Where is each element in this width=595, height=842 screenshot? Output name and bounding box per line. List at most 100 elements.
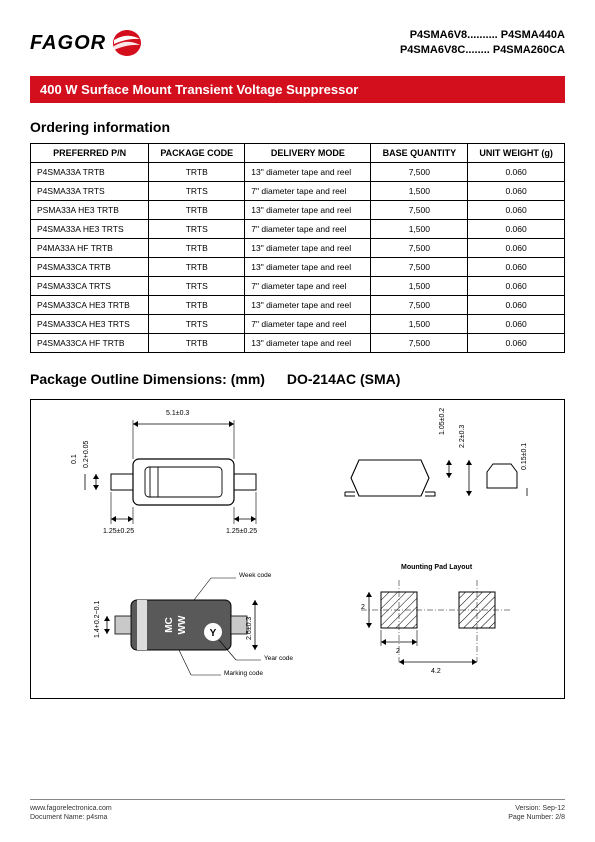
table-row: P4SMA33A TRTBTRTB13" diameter tape and r… bbox=[31, 163, 565, 182]
table-cell: TRTB bbox=[149, 239, 245, 258]
logo: FAGOR bbox=[30, 28, 142, 58]
pad-dim-2h: 2 bbox=[396, 648, 400, 655]
page-header: FAGOR P4SMA6V8.......... P4SMA440A P4SMA… bbox=[30, 28, 565, 58]
table-row: P4SMA33CA TRTSTRTS7" diameter tape and r… bbox=[31, 277, 565, 296]
anno-marking-code: Marking code bbox=[224, 670, 263, 677]
svg-text:Y: Y bbox=[210, 628, 217, 639]
title-bar: 400 W Surface Mount Transient Voltage Su… bbox=[30, 76, 565, 103]
table-cell: TRTS bbox=[149, 315, 245, 334]
table-cell: P4SMA33CA TRTS bbox=[31, 277, 149, 296]
dim-0-1: 0.1 bbox=[71, 454, 78, 464]
pkg-heading-main: Package Outline Dimensions: (mm) bbox=[30, 371, 265, 387]
dim-2-6: 2.6±0.3 bbox=[246, 617, 253, 640]
col-pn: PREFERRED P/N bbox=[31, 144, 149, 163]
table-cell: 13" diameter tape and reel bbox=[245, 201, 371, 220]
table-cell: P4SMA33CA HE3 TRTB bbox=[31, 296, 149, 315]
table-cell: P4SMA33A TRTS bbox=[31, 182, 149, 201]
table-cell: 7" diameter tape and reel bbox=[245, 220, 371, 239]
table-cell: 0.060 bbox=[468, 163, 565, 182]
svg-text:MC: MC bbox=[164, 617, 175, 633]
part-line-2: P4SMA6V8C........ P4SMA260CA bbox=[400, 43, 565, 58]
mounting-pad-drawing bbox=[341, 572, 541, 699]
table-row: P4MA33A HF TRTBTRTB13" diameter tape and… bbox=[31, 239, 565, 258]
footer-url: www.fagorelectronica.com bbox=[30, 804, 112, 813]
table-cell: PSMA33A HE3 TRTB bbox=[31, 201, 149, 220]
table-cell: TRTB bbox=[149, 296, 245, 315]
table-cell: 7" diameter tape and reel bbox=[245, 277, 371, 296]
table-cell: 7,500 bbox=[371, 296, 468, 315]
table-cell: 13" diameter tape and reel bbox=[245, 296, 371, 315]
table-cell: 0.060 bbox=[468, 296, 565, 315]
table-cell: P4SMA33CA HF TRTB bbox=[31, 334, 149, 353]
dim-1-25-right: 1.25±0.25 bbox=[226, 528, 257, 535]
dim-0-15: 0.15±0.1 bbox=[521, 443, 528, 470]
table-cell: TRTB bbox=[149, 201, 245, 220]
table-row: P4SMA33CA TRTBTRTB13" diameter tape and … bbox=[31, 258, 565, 277]
pkg-heading-sub: DO-214AC (SMA) bbox=[287, 371, 401, 387]
table-row: P4SMA33A HE3 TRTSTRTS7" diameter tape an… bbox=[31, 220, 565, 239]
table-cell: P4SMA33A HE3 TRTS bbox=[31, 220, 149, 239]
part-line-1: P4SMA6V8.......... P4SMA440A bbox=[400, 28, 565, 43]
table-cell: 7" diameter tape and reel bbox=[245, 182, 371, 201]
table-cell: 0.060 bbox=[468, 201, 565, 220]
page-footer: www.fagorelectronica.com Document Name: … bbox=[30, 799, 565, 822]
table-cell: TRTS bbox=[149, 182, 245, 201]
table-cell: 0.060 bbox=[468, 315, 565, 334]
footer-doc: Document Name: p4sma bbox=[30, 813, 112, 822]
table-cell: P4SMA33CA HE3 TRTS bbox=[31, 315, 149, 334]
package-outline-heading: Package Outline Dimensions: (mm) DO-214A… bbox=[30, 371, 565, 387]
side-view-drawing bbox=[321, 410, 531, 550]
table-row: P4SMA33CA HE3 TRTBTRTB13" diameter tape … bbox=[31, 296, 565, 315]
table-cell: 13" diameter tape and reel bbox=[245, 258, 371, 277]
table-cell: 7" diameter tape and reel bbox=[245, 315, 371, 334]
table-cell: 13" diameter tape and reel bbox=[245, 239, 371, 258]
table-cell: P4SMA33A TRTB bbox=[31, 163, 149, 182]
table-cell: 1,500 bbox=[371, 182, 468, 201]
table-header-row: PREFERRED P/N PACKAGE CODE DELIVERY MODE… bbox=[31, 144, 565, 163]
table-row: PSMA33A HE3 TRTBTRTB13" diameter tape an… bbox=[31, 201, 565, 220]
table-row: P4SMA33CA HE3 TRTSTRTS7" diameter tape a… bbox=[31, 315, 565, 334]
table-cell: TRTB bbox=[149, 258, 245, 277]
table-cell: 0.060 bbox=[468, 334, 565, 353]
footer-version: Version: Sep-12 bbox=[508, 804, 565, 813]
table-row: P4SMA33CA HF TRTBTRTB13" diameter tape a… bbox=[31, 334, 565, 353]
table-cell: 0.060 bbox=[468, 277, 565, 296]
dim-2-2: 2.2±0.3 bbox=[459, 425, 466, 448]
dim-1-4: 1.4+0.2−0.1 bbox=[94, 601, 101, 638]
dim-5-1: 5.1±0.3 bbox=[166, 410, 189, 417]
table-cell: 13" diameter tape and reel bbox=[245, 334, 371, 353]
table-cell: 1,500 bbox=[371, 277, 468, 296]
anno-week-code: Week code bbox=[239, 572, 271, 579]
anno-year-code: Year code bbox=[264, 655, 293, 662]
col-delivery: DELIVERY MODE bbox=[245, 144, 371, 163]
svg-text:WW: WW bbox=[177, 615, 188, 634]
table-cell: 13" diameter tape and reel bbox=[245, 163, 371, 182]
table-cell: 7,500 bbox=[371, 163, 468, 182]
logo-text: FAGOR bbox=[30, 32, 106, 55]
top-view-drawing bbox=[41, 404, 301, 554]
logo-swoosh-icon bbox=[112, 28, 142, 58]
table-cell: TRTB bbox=[149, 334, 245, 353]
table-cell: 7,500 bbox=[371, 334, 468, 353]
ordering-heading: Ordering information bbox=[30, 119, 565, 135]
ordering-table: PREFERRED P/N PACKAGE CODE DELIVERY MODE… bbox=[30, 143, 565, 353]
table-cell: 1,500 bbox=[371, 315, 468, 334]
table-cell: P4MA33A HF TRTB bbox=[31, 239, 149, 258]
anno-mounting-pad: Mounting Pad Layout bbox=[401, 564, 472, 571]
table-cell: P4SMA33CA TRTB bbox=[31, 258, 149, 277]
dim-0-2: 0.2+0.05 bbox=[83, 441, 90, 468]
pad-dim-2v: 2 bbox=[361, 604, 365, 611]
col-weight: UNIT WEIGHT (g) bbox=[468, 144, 565, 163]
footer-page: Page Number: 2/8 bbox=[508, 813, 565, 822]
dim-1-05: 1.05±0.2 bbox=[439, 408, 446, 435]
table-cell: 7,500 bbox=[371, 258, 468, 277]
pad-dim-4-2: 4.2 bbox=[431, 668, 441, 675]
table-cell: 0.060 bbox=[468, 239, 565, 258]
table-row: P4SMA33A TRTSTRTS7" diameter tape and re… bbox=[31, 182, 565, 201]
dim-1-25-left: 1.25±0.25 bbox=[103, 528, 134, 535]
table-cell: TRTS bbox=[149, 220, 245, 239]
table-cell: TRTB bbox=[149, 163, 245, 182]
table-cell: 7,500 bbox=[371, 201, 468, 220]
table-cell: 1,500 bbox=[371, 220, 468, 239]
table-cell: TRTS bbox=[149, 277, 245, 296]
